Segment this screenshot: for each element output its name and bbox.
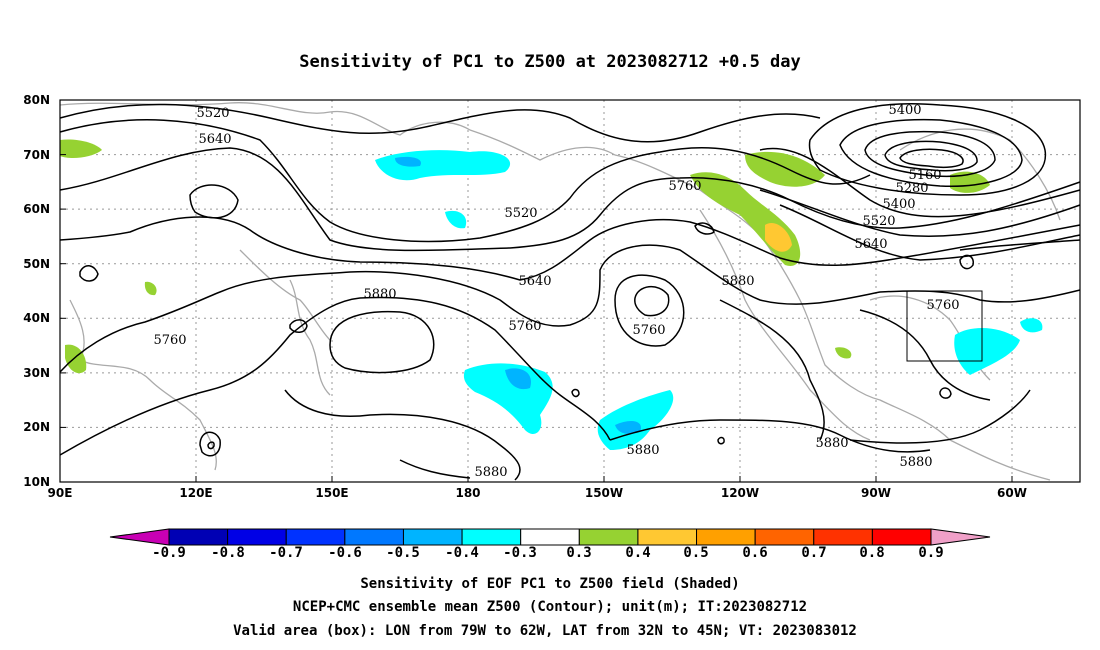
colorbar-swatch xyxy=(461,528,522,546)
contour-label: 5760 xyxy=(926,298,959,313)
contour-label: 5760 xyxy=(508,319,541,334)
colorbar-label: -0.7 xyxy=(269,545,303,561)
colorbar-right-arrow xyxy=(930,528,991,546)
lon-label: 90W xyxy=(861,486,891,500)
colorbar-label: -0.5 xyxy=(386,545,420,561)
contour-label: 5880 xyxy=(474,465,507,480)
colorbar-label: -0.4 xyxy=(445,545,479,561)
shade-negative xyxy=(954,328,1020,375)
colorbar-label: 0.8 xyxy=(859,545,884,561)
z500-contours xyxy=(59,103,1081,481)
colorbar-label: -0.9 xyxy=(152,545,186,561)
shade-negative xyxy=(615,420,641,434)
shade-positive xyxy=(835,347,852,359)
coastlines xyxy=(59,102,1061,481)
contour-label: 5880 xyxy=(899,455,932,470)
colorbar: -0.9 -0.8 -0.7 -0.6 -0.5 -0.4 -0.3 0.3 0… xyxy=(109,528,991,561)
contour-label: 5520 xyxy=(196,106,229,121)
contour-label: 5280 xyxy=(895,181,928,196)
lat-labels: 80N 70N 60N 50N 40N 30N 20N 10N xyxy=(23,93,50,489)
lon-label: 90E xyxy=(48,486,73,500)
footer-line-1: Sensitivity of EOF PC1 to Z500 field (Sh… xyxy=(360,576,739,592)
shade-negative xyxy=(505,368,531,390)
lat-label: 80N xyxy=(23,93,50,107)
contour-label: 5160 xyxy=(908,168,941,183)
contour-label: 5520 xyxy=(504,206,537,221)
lon-labels: 90E 120E 150E 180 150W 120W 90W 60W xyxy=(48,486,1027,500)
colorbar-label: -0.3 xyxy=(503,545,537,561)
colorbar-swatch xyxy=(285,528,346,546)
shade-negative xyxy=(395,156,421,167)
contour-labels: 5520 5640 5520 5760 5640 5760 5880 5760 … xyxy=(153,103,959,480)
colorbar-swatch xyxy=(520,528,580,546)
colorbar-label: 0.3 xyxy=(566,545,591,561)
footer-line-2: NCEP+CMC ensemble mean Z500 (Contour); u… xyxy=(293,599,807,615)
colorbar-label: -0.8 xyxy=(211,545,245,561)
map-panel: 5520 5640 5520 5760 5640 5760 5880 5760 … xyxy=(23,93,1081,500)
lon-label: 120W xyxy=(721,486,759,500)
contour-label: 5760 xyxy=(632,323,665,338)
contour-label: 5880 xyxy=(721,274,754,289)
footer-line-3: Valid area (box): LON from 79W to 62W, L… xyxy=(233,623,857,639)
shade-negative xyxy=(445,210,467,229)
shade-positive xyxy=(950,171,990,193)
contour-label: 5880 xyxy=(363,287,396,302)
lon-label: 180 xyxy=(455,486,480,500)
colorbar-label: 0.4 xyxy=(625,545,650,561)
contour-label: 5880 xyxy=(815,436,848,451)
colorbar-swatch xyxy=(637,528,698,546)
footer-captions: Sensitivity of EOF PC1 to Z500 field (Sh… xyxy=(233,576,857,639)
contour-label: 5640 xyxy=(518,274,551,289)
lat-label: 60N xyxy=(23,202,50,216)
colorbar-labels: -0.9 -0.8 -0.7 -0.6 -0.5 -0.4 -0.3 0.3 0… xyxy=(152,545,944,561)
lon-label: 150E xyxy=(315,486,348,500)
colorbar-swatch xyxy=(168,528,229,546)
valid-area-box xyxy=(906,290,983,362)
lon-label: 120E xyxy=(179,486,212,500)
lat-label: 20N xyxy=(23,420,50,434)
contour-label: 5400 xyxy=(888,103,921,118)
contour-label: 5640 xyxy=(198,132,231,147)
contour-label: 5760 xyxy=(668,179,701,194)
lat-label: 70N xyxy=(23,148,50,162)
colorbar-label: 0.9 xyxy=(918,545,943,561)
contour-label: 5400 xyxy=(882,197,915,212)
contour-label: 5640 xyxy=(854,237,887,252)
colorbar-swatch xyxy=(696,528,756,546)
shade-positive xyxy=(144,281,157,296)
colorbar-left-arrow xyxy=(109,528,170,546)
axis-ticks xyxy=(60,99,1013,482)
colorbar-swatch xyxy=(578,528,639,546)
map-title: Sensitivity of PC1 to Z500 at 2023082712… xyxy=(299,52,801,72)
shade-positive xyxy=(65,344,87,374)
shade-positive xyxy=(745,151,825,187)
colorbar-label: 0.7 xyxy=(801,545,826,561)
lat-label: 10N xyxy=(23,475,50,489)
colorbar-swatch xyxy=(813,528,873,546)
shade-positive xyxy=(765,222,792,252)
lat-label: 30N xyxy=(23,366,50,380)
colorbar-swatch xyxy=(754,528,815,546)
shade-negative xyxy=(1020,318,1043,333)
lat-label: 40N xyxy=(23,311,50,325)
shade-positive xyxy=(60,139,102,158)
contour-label: 5520 xyxy=(862,214,895,229)
colorbar-label: 0.5 xyxy=(683,545,708,561)
colorbar-label: -0.6 xyxy=(328,545,362,561)
colorbar-swatch xyxy=(344,528,404,546)
colorbar-swatch xyxy=(871,528,932,546)
lat-label: 50N xyxy=(23,257,50,271)
colorbar-swatch xyxy=(402,528,463,546)
contour-label: 5880 xyxy=(626,443,659,458)
colorbar-swatch xyxy=(227,528,287,546)
colorbar-label: 0.6 xyxy=(742,545,767,561)
lon-label: 60W xyxy=(997,486,1027,500)
shade-negative xyxy=(597,390,674,450)
lon-label: 150W xyxy=(585,486,623,500)
contour-label: 5760 xyxy=(153,333,186,348)
grid-lines xyxy=(60,100,1080,482)
sensitivity-shading xyxy=(60,139,1043,450)
